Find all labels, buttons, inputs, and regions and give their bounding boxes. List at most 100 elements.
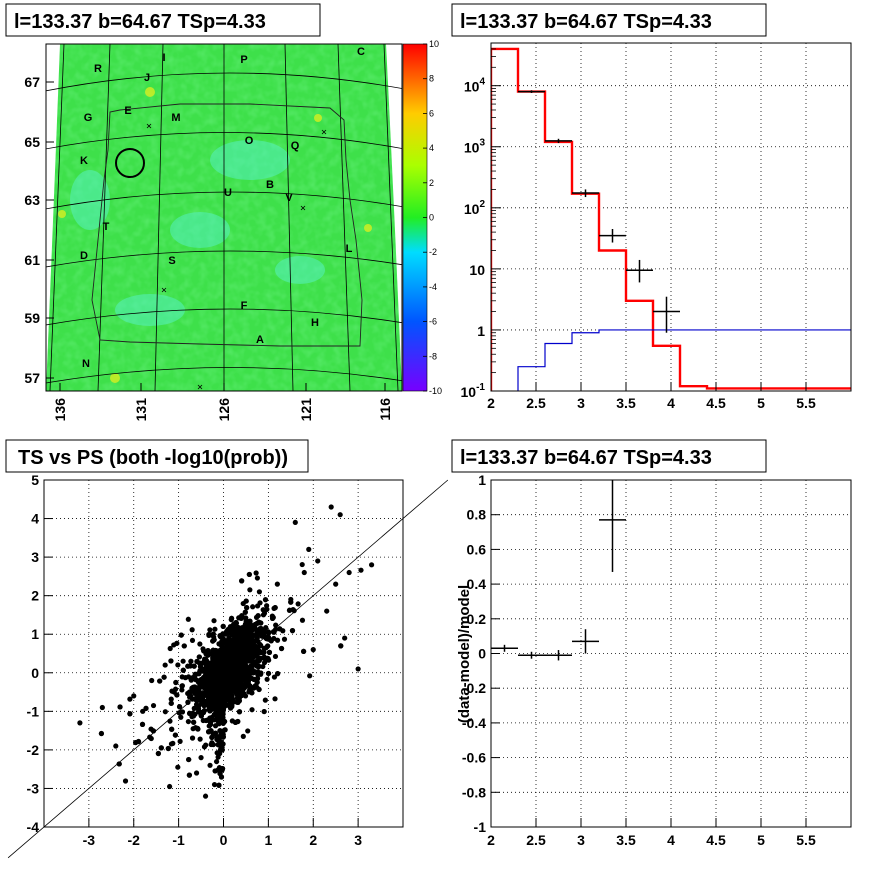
- scatter-point: [207, 708, 213, 714]
- scatter-point: [289, 628, 296, 634]
- scatter-point: [211, 674, 217, 680]
- colorbar-tick-label: -4: [429, 282, 437, 292]
- scatter-point: [236, 681, 242, 687]
- scatter-y-tick-label: -2: [27, 742, 40, 758]
- scatter-point: [207, 721, 214, 727]
- scatter-point: [216, 719, 222, 725]
- scatter-point: [162, 662, 168, 668]
- scatter-point: [338, 643, 344, 649]
- scatter-point: [196, 708, 202, 714]
- region-label: M: [171, 112, 180, 124]
- scatter-point: [167, 645, 173, 652]
- colorbar-tick-label: 10: [429, 39, 439, 49]
- scatter-point: [167, 718, 173, 724]
- scatter-x-tick-label: 2: [309, 832, 317, 848]
- scatter-point: [236, 674, 242, 680]
- residual-y-tick-label: -1: [474, 819, 487, 835]
- scatter-point: [242, 640, 248, 647]
- scatter-point: [227, 642, 233, 649]
- region-label: D: [80, 250, 88, 262]
- source-circle: [115, 148, 145, 178]
- scatter-point: [250, 604, 256, 610]
- scatter-point: [180, 658, 186, 664]
- scatter-point: [235, 639, 242, 645]
- scatter-point: [301, 569, 307, 576]
- map-y-axis: 67 65 63 61 59 57: [24, 74, 54, 386]
- scatter-point: [261, 649, 267, 655]
- residual-x-tick-label: 4.5: [706, 832, 726, 848]
- region-label: F: [241, 300, 248, 312]
- scatter-point: [200, 678, 206, 684]
- scatter-point: [161, 674, 167, 680]
- scatter-point: [244, 605, 250, 611]
- scatter-point: [249, 627, 255, 633]
- scatter-point: [189, 735, 196, 741]
- scatter-point: [228, 615, 235, 622]
- scatter-point: [261, 708, 267, 715]
- spectrum-step-line: [517, 329, 851, 391]
- residual-x-tick-label: 5: [757, 832, 765, 848]
- map-cool-patches: [70, 140, 325, 326]
- spectrum-y-tick-exponent: 3: [479, 138, 485, 149]
- scatter-point: [204, 701, 211, 707]
- scatter-point: [225, 649, 231, 655]
- scatter-point: [272, 696, 278, 702]
- spectrum-series: [491, 47, 851, 391]
- scatter-point: [275, 671, 281, 677]
- colorbar-tick-label: 8: [429, 74, 434, 84]
- scatter-point: [214, 686, 221, 692]
- region-label: B: [266, 179, 274, 191]
- region-label: P: [240, 54, 247, 66]
- scatter-point: [171, 689, 177, 695]
- scatter-point: [271, 629, 277, 635]
- scatter-point: [191, 719, 197, 725]
- scatter-point: [202, 793, 209, 799]
- scatter-point: [251, 648, 257, 655]
- scatter-point: [194, 697, 200, 703]
- scatter-panel: TS vs PS (both -log10(prob)) -3 -2 -1 0 1 2 3 5…: [5, 439, 448, 859]
- region-label: H: [311, 317, 319, 329]
- scatter-point: [272, 653, 279, 660]
- region-label: G: [84, 112, 93, 124]
- survey-boundary: [91, 103, 363, 347]
- scatter-point: [205, 717, 211, 723]
- region-label: S: [168, 255, 175, 267]
- scatter-point: [234, 646, 240, 652]
- scatter-point: [229, 702, 235, 709]
- scatter-point: [333, 581, 339, 587]
- scatter-point: [186, 689, 193, 695]
- map-meridians: [49, 44, 399, 391]
- scatter-point: [249, 690, 255, 696]
- scatter-y-tick-label: 4: [31, 511, 39, 527]
- scatter-point: [169, 726, 175, 732]
- spectrum-y-tick-label: 1: [477, 323, 485, 339]
- scatter-point: [113, 743, 119, 749]
- map-edge-right: [386, 44, 402, 391]
- scatter-point: [254, 575, 260, 581]
- scatter-point: [265, 670, 272, 677]
- scatter-point: [239, 578, 245, 584]
- scatter-point: [245, 674, 251, 680]
- residual-y-tick-label: 0.8: [467, 507, 487, 523]
- map-x-tick-label: 126: [216, 398, 232, 422]
- scatter-point: [194, 658, 200, 665]
- scatter-point: [210, 655, 216, 661]
- scatter-point: [197, 736, 203, 742]
- region-label: V: [285, 192, 293, 204]
- scatter-point: [185, 674, 192, 680]
- scatter-point: [255, 613, 261, 619]
- region-label: T: [103, 221, 110, 233]
- scatter-point: [185, 663, 191, 669]
- scatter-point: [207, 666, 213, 672]
- scatter-point: [243, 598, 249, 604]
- scatter-point: [158, 745, 164, 751]
- scatter-point: [179, 683, 185, 689]
- residual-series: [491, 480, 626, 661]
- residual-ylabel: (data-model)/model: [456, 585, 473, 723]
- scatter-point: [210, 731, 216, 737]
- scatter-point: [230, 681, 236, 688]
- scatter-point: [210, 741, 216, 748]
- spectrum-y-tick-label: 102: [464, 199, 486, 217]
- spectrum-x-tick-label: 2.5: [526, 395, 546, 411]
